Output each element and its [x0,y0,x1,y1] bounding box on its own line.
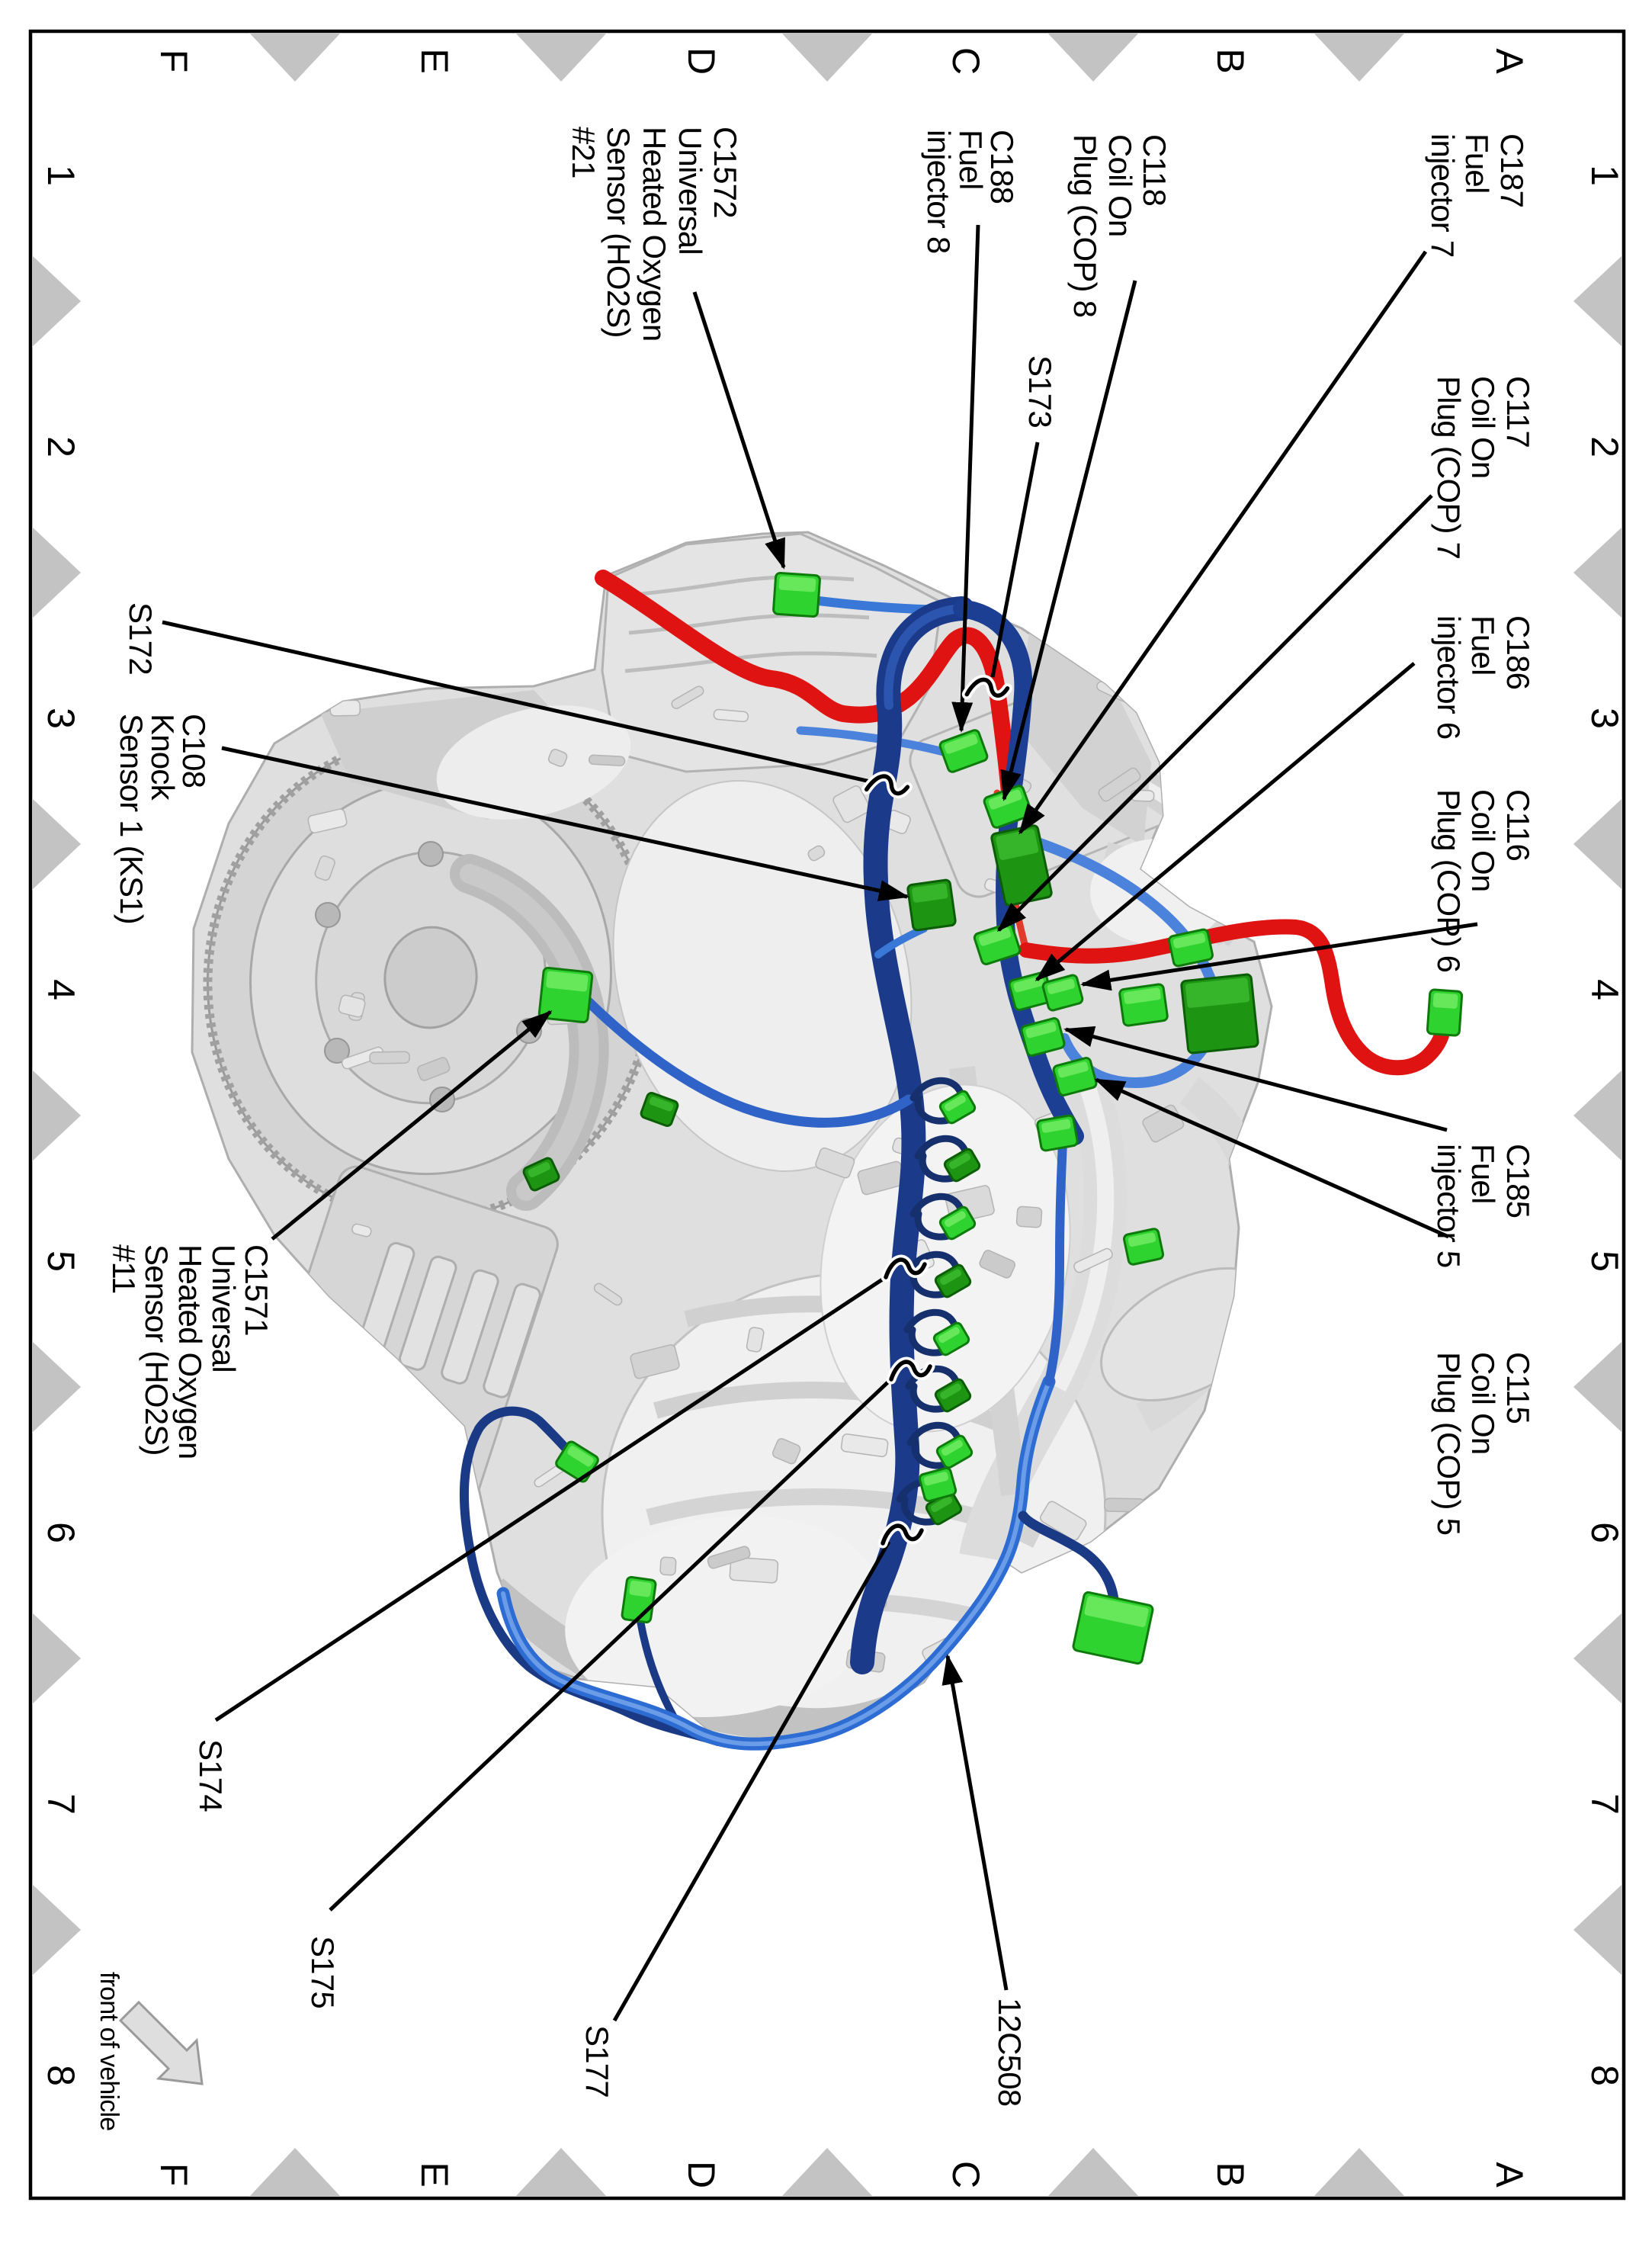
svg-text:C116: C116 [1500,789,1536,861]
svg-text:Sensor 1 (KS1): Sensor 1 (KS1) [114,714,149,924]
svg-text:B: B [1209,48,1252,73]
svg-text:C115: C115 [1500,1352,1536,1424]
svg-text:injector 6: injector 6 [1431,615,1467,739]
svg-text:Plug (COP) 6: Plug (COP) 6 [1431,789,1467,972]
svg-text:B: B [1209,2162,1252,2187]
svg-text:7: 7 [40,1793,82,1815]
svg-text:8: 8 [1583,2065,1626,2086]
svg-text:5: 5 [1583,1250,1626,1272]
svg-text:F: F [152,2163,195,2187]
svg-text:5: 5 [40,1250,82,1272]
svg-text:Plug (COP) 5: Plug (COP) 5 [1431,1352,1467,1535]
svg-text:A: A [1488,48,1531,74]
svg-text:Plug (COP) 8: Plug (COP) 8 [1067,134,1103,317]
svg-text:Heated Oxygen: Heated Oxygen [637,127,672,341]
svg-text:Sensor (HO2S): Sensor (HO2S) [139,1244,175,1456]
svg-text:Heated Oxygen: Heated Oxygen [172,1244,208,1459]
svg-text:Universal: Universal [672,127,708,255]
svg-text:C1572: C1572 [707,127,743,218]
svg-text:C: C [945,47,987,75]
svg-text:Plug (COP) 7: Plug (COP) 7 [1431,376,1467,559]
svg-text:front of vehicle: front of vehicle [95,1972,123,2130]
svg-text:C: C [945,2161,987,2188]
svg-text:Coil On: Coil On [1465,1352,1501,1454]
svg-text:E: E [413,2162,456,2187]
svg-text:2: 2 [1583,436,1626,457]
svg-text:F: F [152,50,195,73]
svg-text:Coil On: Coil On [1102,134,1138,236]
svg-text:1: 1 [1583,165,1626,186]
svg-text:4: 4 [1583,979,1626,1000]
svg-text:injector 5: injector 5 [1431,1144,1467,1267]
svg-text:C118: C118 [1137,134,1172,206]
svg-text:1: 1 [40,165,82,186]
svg-text:Fuel: Fuel [953,130,989,190]
svg-text:C117: C117 [1500,376,1536,448]
svg-text:C108: C108 [176,714,212,788]
svg-text:A: A [1488,2162,1531,2188]
svg-text:3: 3 [40,708,82,729]
svg-text:Universal: Universal [206,1244,242,1372]
svg-text:E: E [413,48,456,73]
svg-text:Fuel: Fuel [1465,1144,1501,1204]
svg-text:D: D [680,2161,723,2188]
svg-text:S175: S175 [305,1936,341,2008]
svg-text:#11: #11 [106,1244,142,1294]
svg-text:C188: C188 [984,130,1020,204]
svg-text:C186: C186 [1500,615,1536,689]
svg-text:Coil On: Coil On [1465,376,1501,478]
svg-text:D: D [680,47,723,75]
svg-text:6: 6 [40,1522,82,1543]
svg-text:C1571: C1571 [239,1244,274,1336]
svg-text:Fuel: Fuel [1465,615,1501,676]
svg-text:Fuel: Fuel [1459,133,1495,194]
svg-text:injector 8: injector 8 [921,130,957,253]
svg-text:3: 3 [1583,708,1626,729]
svg-text:C187: C187 [1494,133,1530,207]
svg-text:7: 7 [1583,1793,1626,1815]
svg-text:S172: S172 [123,602,159,675]
svg-text:S177: S177 [579,2025,615,2098]
svg-text:Coil On: Coil On [1465,789,1501,891]
svg-text:S174: S174 [193,1739,229,1812]
svg-text:injector 7: injector 7 [1425,133,1461,257]
svg-text:C185: C185 [1500,1144,1536,1218]
svg-text:4: 4 [40,979,82,1000]
svg-text:8: 8 [40,2065,82,2086]
svg-text:#21: #21 [566,127,601,178]
svg-text:Knock: Knock [145,714,181,801]
svg-text:12C508: 12C508 [992,1998,1028,2106]
svg-text:6: 6 [1583,1522,1626,1543]
svg-text:2: 2 [40,436,82,457]
svg-text:S173: S173 [1022,355,1058,428]
svg-text:Sensor (HO2S): Sensor (HO2S) [601,127,637,338]
